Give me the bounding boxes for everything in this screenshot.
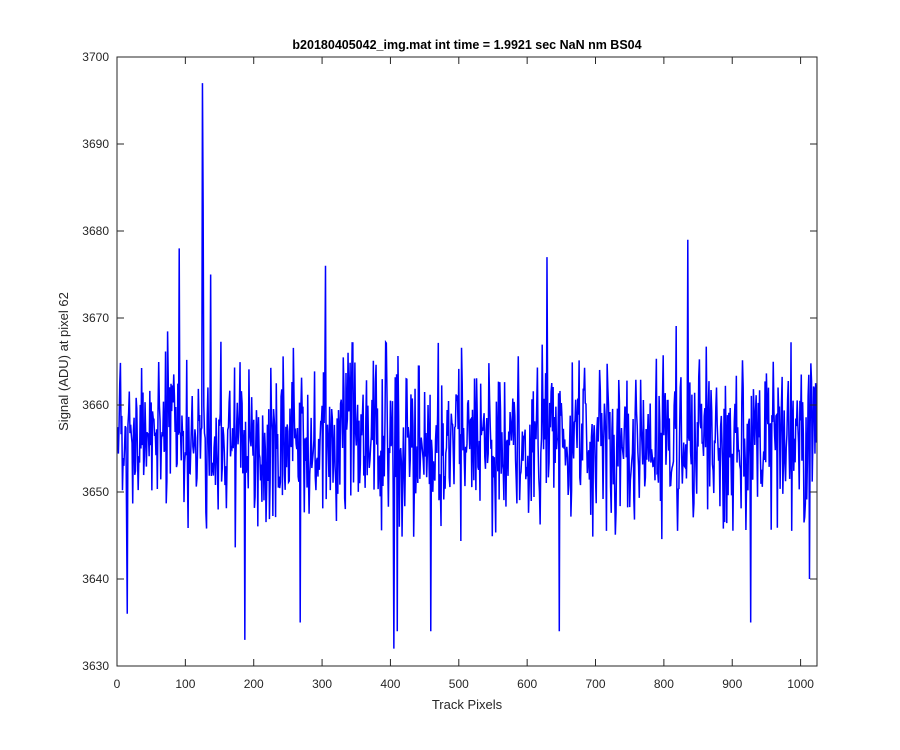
x-tick-label: 200 — [244, 677, 264, 691]
x-tick-label: 700 — [586, 677, 606, 691]
series-line — [117, 83, 817, 649]
axes-background — [117, 57, 817, 666]
x-tick-label: 400 — [380, 677, 400, 691]
y-tick-label: 3650 — [82, 485, 109, 499]
y-axis: 3630 3640 3650 3660 3670 3680 3690 3700 — [82, 50, 817, 673]
axes-box — [116, 56, 818, 667]
y-tick-label: 3670 — [82, 311, 109, 325]
x-tick-label: 800 — [654, 677, 674, 691]
y-tick-label: 3680 — [82, 224, 109, 238]
chart-title: b20180405042_img.mat int time = 1.9921 s… — [292, 38, 641, 52]
x-tick-label: 300 — [312, 677, 332, 691]
plot-area: 0 100 200 300 400 500 600 700 800 900 1000 3630 364… — [82, 50, 818, 691]
x-tick-label: 500 — [449, 677, 469, 691]
y-tick-label: 3690 — [82, 137, 109, 151]
x-axis-label: Track Pixels — [432, 697, 503, 712]
x-tick-label: 600 — [517, 677, 537, 691]
x-tick-label: 100 — [175, 677, 195, 691]
x-tick-label: 1000 — [787, 677, 814, 691]
y-axis-label: Signal (ADU) at pixel 62 — [56, 292, 71, 431]
x-tick-label: 0 — [114, 677, 121, 691]
x-axis: 0 100 200 300 400 500 600 700 800 900 1000 — [114, 57, 814, 691]
x-tick-label: 900 — [722, 677, 742, 691]
y-tick-label: 3700 — [82, 50, 109, 64]
y-tick-label: 3660 — [82, 398, 109, 412]
y-tick-label: 3640 — [82, 572, 109, 586]
y-tick-label: 3630 — [82, 659, 109, 673]
